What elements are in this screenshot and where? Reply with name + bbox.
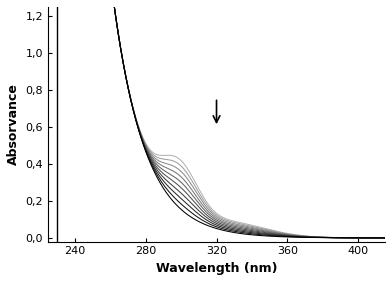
X-axis label: Wavelength (nm): Wavelength (nm) <box>156 262 277 275</box>
Y-axis label: Absorvance: Absorvance <box>7 83 20 165</box>
